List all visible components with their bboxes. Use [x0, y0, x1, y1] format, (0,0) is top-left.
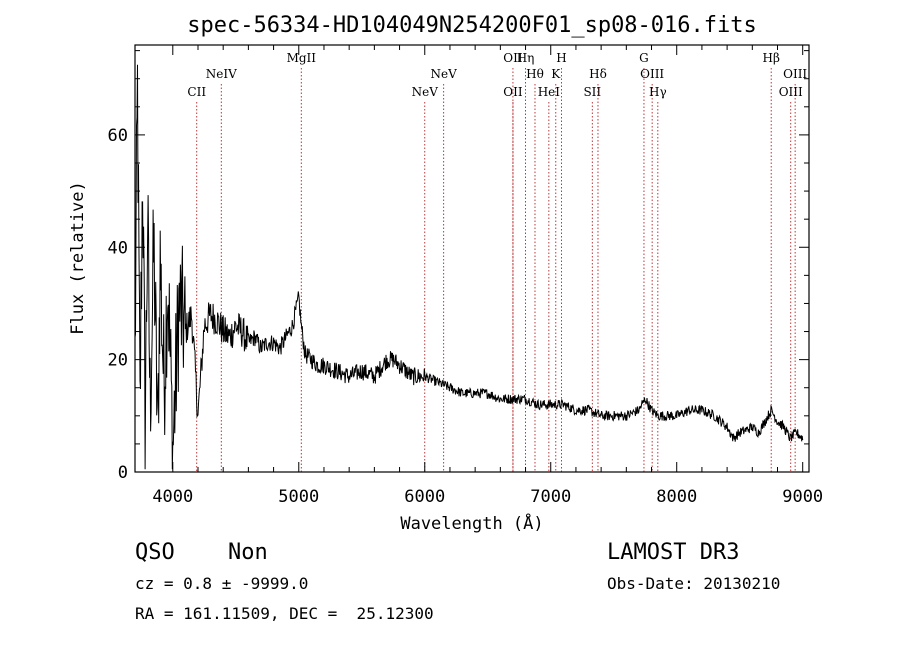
object-class: QSO [135, 540, 175, 565]
x-tick-label: 8000 [656, 487, 697, 507]
x-tick-label: 9000 [782, 487, 823, 507]
spectral-line-label: OIII [779, 85, 803, 99]
spectral-line-label: G [639, 51, 649, 65]
y-axis: 0 20 40 60 [108, 50, 809, 483]
spectral-line-label: NeV [412, 85, 439, 99]
x-axis: 4000 5000 6000 7000 8000 9000 [152, 45, 823, 507]
x-tick-label: 4000 [152, 487, 193, 507]
spectral-line-label: NeV [431, 67, 458, 81]
x-axis-title: Wavelength (Å) [400, 512, 543, 534]
y-tick-label: 60 [108, 126, 128, 146]
data-layer [134, 64, 804, 470]
y-tick-label: 0 [118, 463, 128, 483]
x-tick-label: 5000 [278, 487, 319, 507]
spectral-line-label: Hβ [763, 51, 780, 65]
spectral-line-label: OII [503, 85, 523, 99]
x-tick-label: 6000 [404, 487, 445, 507]
spectral-line-label: CII [187, 85, 206, 99]
obs-date-text: Obs-Date: 20130210 [607, 574, 780, 593]
spectral-lines-layer: CIINeIVMgIINeVNeVOIIOIIHηHθHeIHKSIIHδGOI… [187, 51, 807, 472]
spectral-line-label: OIII [783, 67, 807, 81]
spectral-line-label: NeIV [206, 67, 237, 81]
object-subclass: Non [228, 540, 268, 565]
coordinates-text: RA = 161.11509, DEC = 25.12300 [135, 604, 434, 623]
spectral-line-label: Hθ [526, 67, 544, 81]
spectral-line-label: MgII [287, 51, 317, 65]
flux-line [134, 64, 804, 470]
plot-frame [134, 44, 810, 473]
y-tick-label: 40 [108, 238, 128, 258]
chart-title: spec-56334-HD104049N254200F01_sp08-016.f… [187, 13, 757, 38]
spectral-line-label: Hη [517, 51, 535, 65]
spectral-line-label: Hδ [589, 67, 607, 81]
spectral-line-label: H [556, 51, 566, 65]
spectral-line-label: OIII [640, 67, 664, 81]
spectral-line-label: HeI [538, 85, 561, 99]
redshift-text: cz = 0.8 ± -9999.0 [135, 574, 308, 593]
spectral-line-label: Hγ [649, 85, 667, 99]
spectral-line-label: SII [583, 85, 601, 99]
spectral-line-label: K [551, 67, 561, 81]
y-axis-title: Flux (relative) [68, 181, 88, 335]
y-tick-label: 20 [108, 351, 128, 371]
x-tick-label: 7000 [530, 487, 571, 507]
survey-name: LAMOST DR3 [607, 540, 739, 565]
spectral-line-label: OII [503, 51, 523, 65]
